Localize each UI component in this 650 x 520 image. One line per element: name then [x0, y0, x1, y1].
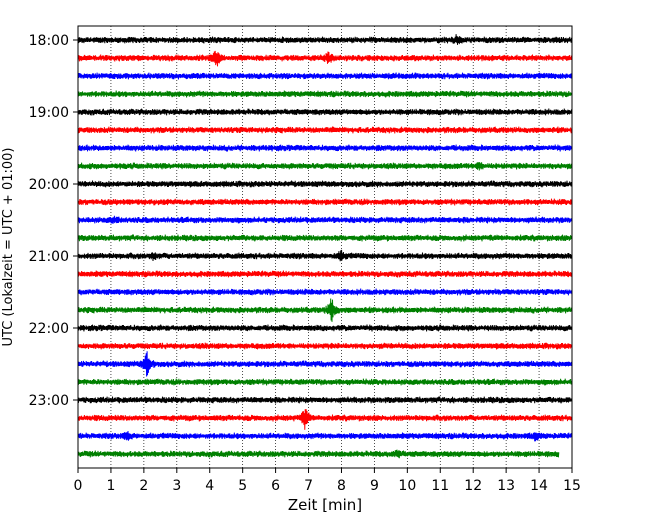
x-tick-label: 13: [497, 478, 515, 494]
trace-line: [77, 249, 573, 262]
trace-line: [77, 342, 573, 350]
trace-line: [77, 215, 573, 224]
trace-line: [77, 50, 573, 67]
trace-line: [77, 126, 573, 134]
trace-line: [77, 351, 573, 377]
trace-line: [77, 288, 573, 296]
x-tick-label: 4: [205, 478, 214, 494]
trace-group: [77, 34, 573, 459]
x-tick-label: 0: [74, 478, 83, 494]
x-axis-label: Zeit [min]: [288, 496, 362, 514]
y-tick-label: 18:00: [29, 33, 69, 49]
trace-line: [77, 298, 573, 322]
trace-line: [77, 72, 573, 80]
x-tick-label: 2: [139, 478, 148, 494]
trace-line: [77, 34, 573, 45]
y-tick-label: 20:00: [29, 177, 69, 193]
trace-line: [77, 234, 573, 242]
x-tick-label: 6: [271, 478, 280, 494]
x-tick-label: 8: [337, 478, 346, 494]
trace-line: [77, 396, 573, 404]
trace-line: [77, 144, 573, 152]
y-axis-label: UTC (Lokalzeit = UTC + 01:00): [1, 148, 16, 347]
trace-line: [77, 409, 573, 430]
y-tick-label: 21:00: [29, 249, 69, 265]
x-tick-label: 11: [431, 478, 449, 494]
trace-line: [77, 90, 573, 98]
trace-line: [77, 378, 573, 386]
x-tick-label: 3: [172, 478, 181, 494]
trace-line: [77, 430, 573, 442]
x-tick-label: 5: [238, 478, 247, 494]
plot-frame: [77, 25, 573, 469]
trace-line: [77, 449, 560, 459]
x-tick-label: 14: [530, 478, 548, 494]
y-axis-ticks: 18:00 19:00 20:00 21:00 22:00 23:00: [29, 33, 78, 409]
x-axis-ticks: 0 1 2 3 4 5 6 7 8 9 10 11 12 13 14 15: [74, 468, 581, 494]
trace-line: [77, 198, 573, 206]
trace-line: [77, 162, 573, 171]
trace-line: [77, 270, 573, 278]
x-tick-label: 10: [398, 478, 416, 494]
trace-line: [77, 180, 573, 188]
trace-line: [77, 324, 573, 332]
y-tick-label: 22:00: [29, 321, 69, 337]
x-tick-label: 9: [370, 478, 379, 494]
trace-line: [77, 108, 573, 116]
x-tick-label: 7: [304, 478, 313, 494]
y-tick-label: 23:00: [29, 393, 69, 409]
x-tick-label: 1: [106, 478, 115, 494]
x-tick-label: 12: [464, 478, 482, 494]
x-tick-label: 15: [563, 478, 581, 494]
y-tick-label: 19:00: [29, 105, 69, 121]
